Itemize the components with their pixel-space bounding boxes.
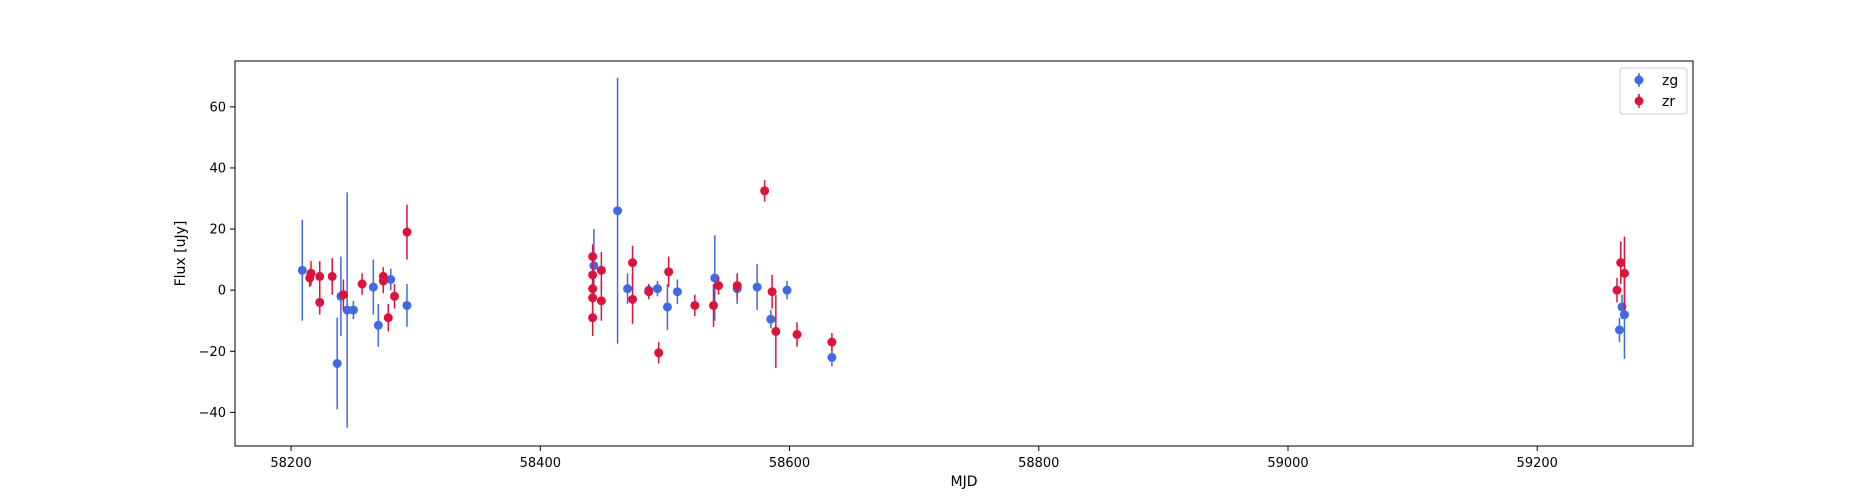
data-point [628, 294, 638, 304]
data-point [760, 186, 770, 196]
legend-label: zg [1662, 73, 1678, 89]
data-point [767, 287, 777, 297]
x-tick-label: 58800 [1018, 456, 1059, 471]
y-axis-ticks: −40 −20 0 20 40 60 [199, 100, 235, 421]
data-point [628, 258, 638, 268]
data-point [654, 348, 664, 358]
data-point [315, 271, 325, 281]
data-point [589, 261, 599, 271]
legend-label: zr [1662, 94, 1675, 110]
data-point [732, 281, 742, 291]
x-axis-ticks: 58200 58400 58600 58800 59000 59200 [270, 446, 1558, 471]
data-point [652, 284, 662, 294]
data-point [306, 268, 316, 278]
data-point [623, 284, 633, 294]
x-axis-label: MJD [951, 474, 978, 490]
data-point [402, 300, 412, 310]
x-tick-label: 58200 [270, 456, 311, 471]
x-tick-label: 58400 [520, 456, 561, 471]
legend-point-marker [1634, 75, 1644, 85]
data-point [782, 285, 792, 295]
data-point [613, 206, 623, 216]
series-zg [297, 77, 1629, 428]
data-point [596, 296, 606, 306]
data-point [1614, 325, 1624, 335]
data-point [714, 281, 724, 291]
data-point [357, 279, 367, 289]
data-point [342, 305, 352, 315]
data-point [710, 273, 720, 283]
x-tick-label: 58600 [769, 456, 810, 471]
data-point [402, 227, 412, 237]
data-point [368, 282, 378, 292]
data-point [827, 352, 837, 362]
y-tick-label: 20 [209, 223, 226, 238]
series-layer [297, 77, 1629, 428]
y-tick-label: 60 [209, 100, 226, 115]
series-zr [305, 180, 1629, 369]
data-point [338, 290, 348, 300]
data-point [390, 291, 400, 301]
data-point [662, 302, 672, 312]
x-tick-label: 59200 [1517, 456, 1558, 471]
plot-frame [234, 60, 1694, 447]
data-point [752, 282, 762, 292]
data-point [315, 297, 325, 307]
data-point [690, 300, 700, 310]
data-point [327, 271, 337, 281]
legend-entry-zg: zg [1634, 73, 1678, 89]
y-axis-label: Flux [uJy] [173, 221, 189, 287]
data-point [378, 271, 388, 281]
y-tick-label: −20 [199, 345, 226, 360]
data-point [1619, 310, 1629, 320]
legend-entry-zr: zr [1634, 94, 1675, 110]
data-point [644, 287, 654, 297]
data-point [1612, 285, 1622, 295]
data-point [771, 326, 781, 336]
data-point [1619, 268, 1629, 278]
data-point [383, 313, 393, 323]
data-point [373, 320, 383, 330]
legend-point-marker [1634, 96, 1644, 106]
data-point [664, 267, 674, 277]
x-tick-label: 59000 [1267, 456, 1308, 471]
data-point [386, 274, 396, 284]
data-point [672, 287, 682, 297]
data-point [792, 329, 802, 339]
data-point [348, 305, 358, 315]
data-point [766, 314, 776, 324]
y-tick-label: −40 [199, 406, 226, 421]
data-point [297, 265, 307, 275]
data-point [1616, 258, 1626, 268]
y-tick-label: 0 [218, 284, 226, 299]
y-tick-label: 40 [209, 161, 226, 176]
legend: zg zr [1619, 67, 1688, 115]
data-point [709, 300, 719, 310]
data-point [596, 265, 606, 275]
data-point [332, 359, 342, 368]
data-point [588, 313, 598, 323]
data-point [827, 337, 837, 347]
data-point [588, 293, 598, 303]
